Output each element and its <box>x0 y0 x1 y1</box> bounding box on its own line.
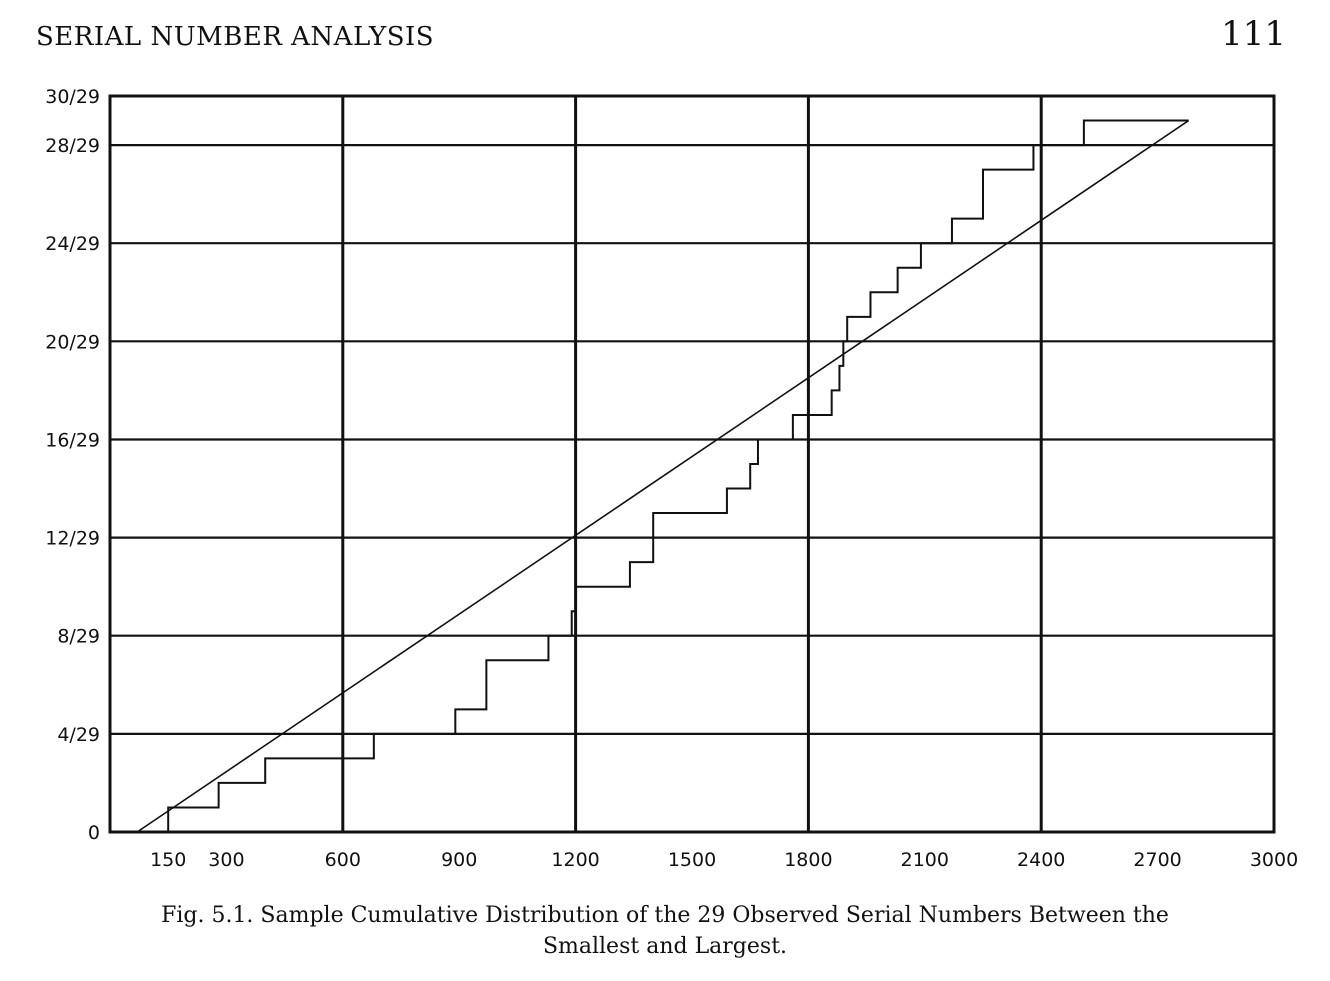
x-tick-label-8: 2400 <box>1017 849 1065 871</box>
running-title: SERIAL NUMBER ANALYSIS <box>36 22 435 52</box>
x-tick-label-6: 1800 <box>784 849 832 871</box>
x-tick-label-10: 3000 <box>1250 849 1298 871</box>
y-tick-label-4: 16/29 <box>45 429 100 451</box>
x-tick-label-3: 900 <box>441 849 477 871</box>
x-tick-label-2: 600 <box>325 849 361 871</box>
y-tick-label-2: 8/29 <box>57 626 100 648</box>
grid-layer <box>110 96 1274 832</box>
x-tick-label-1: 300 <box>208 849 244 871</box>
x-tick-label-0: 150 <box>150 849 186 871</box>
plot-border <box>108 94 1276 834</box>
step-series <box>156 119 1189 833</box>
y-tick-label-8: 30/29 <box>45 86 100 108</box>
figure-caption: Fig. 5.1. Sample Cumulative Distribution… <box>100 900 1230 962</box>
x-tick-label-4: 1200 <box>551 849 599 871</box>
x-tick-label-9: 2700 <box>1133 849 1181 871</box>
page-header: SERIAL NUMBER ANALYSIS 111 <box>36 14 1286 58</box>
x-tick-label-7: 2100 <box>901 849 949 871</box>
y-tick-labels: 0 4/29 8/29 12/29 16/29 20/29 24/29 28/29 30/29 <box>45 86 100 844</box>
y-tick-label-3: 12/29 <box>45 528 100 550</box>
cumulative-distribution-chart: 150 300 600 900 1200 1500 1800 2100 2400 2700 3000… <box>45 86 1298 871</box>
page-number: 111 <box>1221 14 1286 54</box>
x-tick-label-5: 1500 <box>668 849 716 871</box>
y-tick-label-7: 28/29 <box>45 135 100 157</box>
y-tick-label-0: 0 <box>88 822 100 844</box>
series-layer <box>136 119 1190 833</box>
y-tick-label-6: 24/29 <box>45 233 100 255</box>
y-tick-label-5: 20/29 <box>45 331 100 353</box>
caption-line-2: Smallest and Largest. <box>542 934 788 959</box>
plot-frame <box>108 94 1276 834</box>
x-tick-labels: 150 300 600 900 1200 1500 1800 2100 2400 2700 3000 <box>150 849 1298 871</box>
caption-line-1: Fig. 5.1. Sample Cumulative Distribution… <box>161 903 1169 928</box>
diagonal-line <box>136 119 1190 833</box>
y-tick-label-1: 4/29 <box>57 724 100 746</box>
